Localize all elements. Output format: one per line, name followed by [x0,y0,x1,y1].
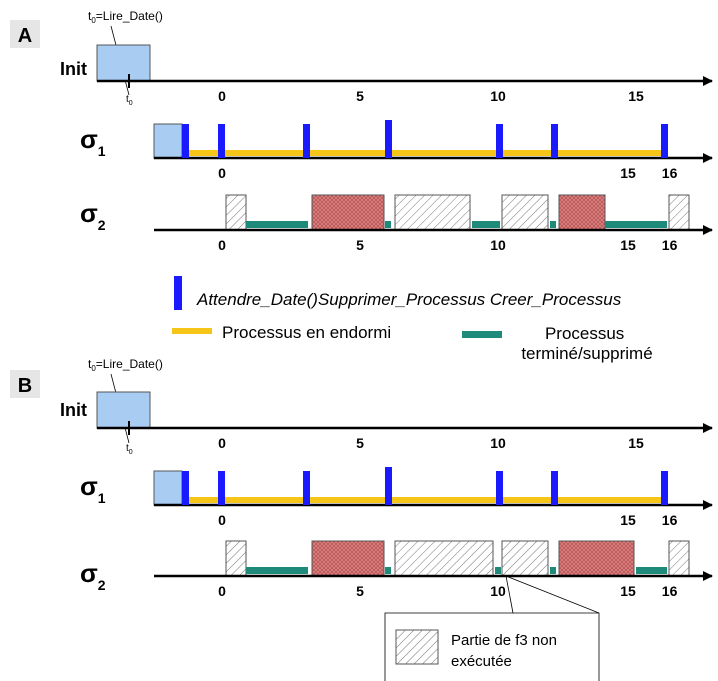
row-label-init: Init [60,400,87,420]
call-marker [496,124,503,158]
panel-b: B t0=Lire_Date() Init t0 0 5 10 15 σ1 0 15 16… [10,357,713,681]
tick-label: 0 [218,88,226,104]
callout-box [384,612,600,681]
t0-tick-label: t0 [126,443,133,456]
terminated-bar [636,567,667,574]
panel-letter: B [18,375,32,397]
legend-call-marker [174,276,182,310]
legend-sleep-swatch [172,328,212,334]
call-marker [551,471,558,505]
tick-label: 15 [620,165,636,181]
task-block [394,540,494,577]
terminated-bar [495,567,501,574]
legend-calls-label: Attendre_Date()Supprimer_Processus Creer… [196,290,622,309]
row-label-sigma1: σ1 [80,471,106,506]
call-marker [182,124,189,158]
task-block [668,194,690,231]
callout-swatch [395,629,439,665]
callout-pointer [505,575,600,614]
terminated-bar [246,567,308,574]
tick-label: 10 [490,88,506,104]
row-label-sigma2: σ2 [80,558,106,593]
panel-letter-bg [10,370,40,398]
t0-tick-label: t0 [126,94,133,107]
call-marker [218,124,225,158]
call-marker [303,471,310,505]
tick-label: 16 [662,583,678,599]
panel-letter-bg [10,20,40,48]
task-block [501,194,549,231]
init-block [96,391,151,429]
tick-label: 0 [218,237,226,253]
task-block-red [558,194,606,231]
sleep-bar [186,497,662,503]
task-block [394,194,471,231]
t0-annotation: t0=Lire_Date() [88,357,163,373]
sleep-bar [186,150,662,156]
call-marker [496,471,503,505]
legend-terminated-label: Processus terminé/supprimé [521,324,652,363]
legend-terminated-swatch [462,331,502,338]
task-block-red [311,540,385,577]
call-marker [385,120,392,158]
tick-label: 5 [356,435,364,451]
tick-label: 15 [628,88,644,104]
callout-pointer [505,575,514,614]
tick-label: 10 [490,237,506,253]
init-block [153,470,183,506]
tick-label: 0 [218,512,226,528]
terminated-bar [605,221,667,228]
terminated-bar [246,221,308,228]
task-block [501,540,549,577]
tick-label: 15 [628,435,644,451]
row-label-init: Init [60,59,87,79]
tick-label: 10 [490,583,506,599]
init-block [153,123,183,159]
panel-letter: A [18,25,32,47]
row-label-sigma2: σ2 [80,198,106,233]
terminated-bar [385,221,391,228]
legend: Attendre_Date()Supprimer_Processus Creer… [172,276,653,363]
row-label-sigma1: σ1 [80,124,106,159]
task-block [225,194,247,231]
terminated-bar [472,221,500,228]
terminated-bar [385,567,391,574]
init-block [96,44,151,82]
tick-label: 16 [662,512,678,528]
terminated-bar [550,221,556,228]
call-marker [303,124,310,158]
tick-label: 0 [218,435,226,451]
terminated-bar [550,567,556,574]
tick-label: 0 [218,165,226,181]
tick-label: 5 [356,583,364,599]
tick-label: 16 [662,237,678,253]
call-marker [385,467,392,505]
task-block [225,540,247,577]
call-marker [551,124,558,158]
task-block [668,540,690,577]
call-marker [661,471,668,505]
task-block-red [311,194,385,231]
t0-annotation: t0=Lire_Date() [88,9,163,25]
tick-label: 0 [218,583,226,599]
tick-label: 10 [490,435,506,451]
legend-sleep-label: Processus en endormi [222,323,391,342]
task-block-red [558,540,635,577]
tick-label: 15 [620,583,636,599]
tick-label: 15 [620,512,636,528]
callout-text: Partie de f3 non exécutée [451,632,561,670]
panel-a: A t0=Lire_Date() Init t0 0 5 10 15 σ1 0 15 16… [10,9,713,253]
tick-label: 5 [356,88,364,104]
tick-label: 16 [662,165,678,181]
call-marker [661,124,668,158]
call-marker [182,471,189,505]
call-marker [218,471,225,505]
tick-label: 15 [620,237,636,253]
callout: Partie de f3 non exécutée [384,575,600,681]
tick-label: 5 [356,237,364,253]
